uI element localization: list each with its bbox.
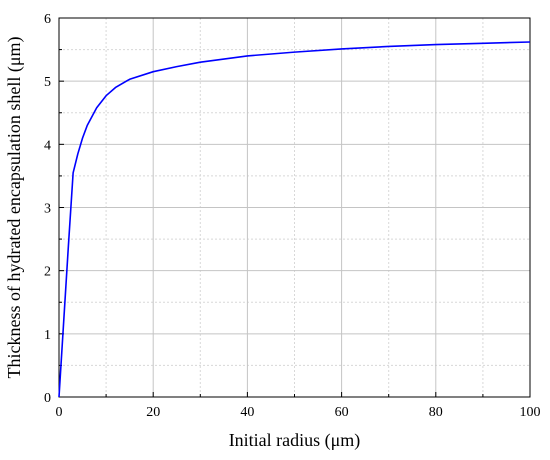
- x-tick-label: 80: [429, 405, 443, 420]
- ticks: 0 20 40 60 80 100 0 1 2 3 4 5 6: [44, 12, 541, 420]
- y-tick-label: 3: [44, 202, 51, 217]
- x-tick-label: 60: [335, 405, 349, 420]
- series-line: [58, 41, 531, 398]
- y-tick-label: 2: [44, 265, 51, 280]
- grid: [59, 18, 530, 397]
- x-tick-label: 40: [240, 405, 254, 420]
- y-tick-label: 4: [44, 138, 51, 153]
- y-tick-label: 0: [44, 391, 51, 406]
- y-tick-label: 6: [44, 12, 51, 27]
- x-tick-label: 0: [56, 405, 63, 420]
- x-tick-label: 100: [520, 405, 541, 420]
- y-axis-title: Thickness of hydrated encapsulation shel…: [4, 36, 25, 378]
- y-tick-label: 5: [44, 75, 51, 90]
- series: [58, 41, 531, 398]
- x-tick-label: 20: [146, 405, 160, 420]
- y-tick-label: 1: [44, 328, 51, 343]
- x-axis-title: Initial radius (μm): [229, 430, 361, 451]
